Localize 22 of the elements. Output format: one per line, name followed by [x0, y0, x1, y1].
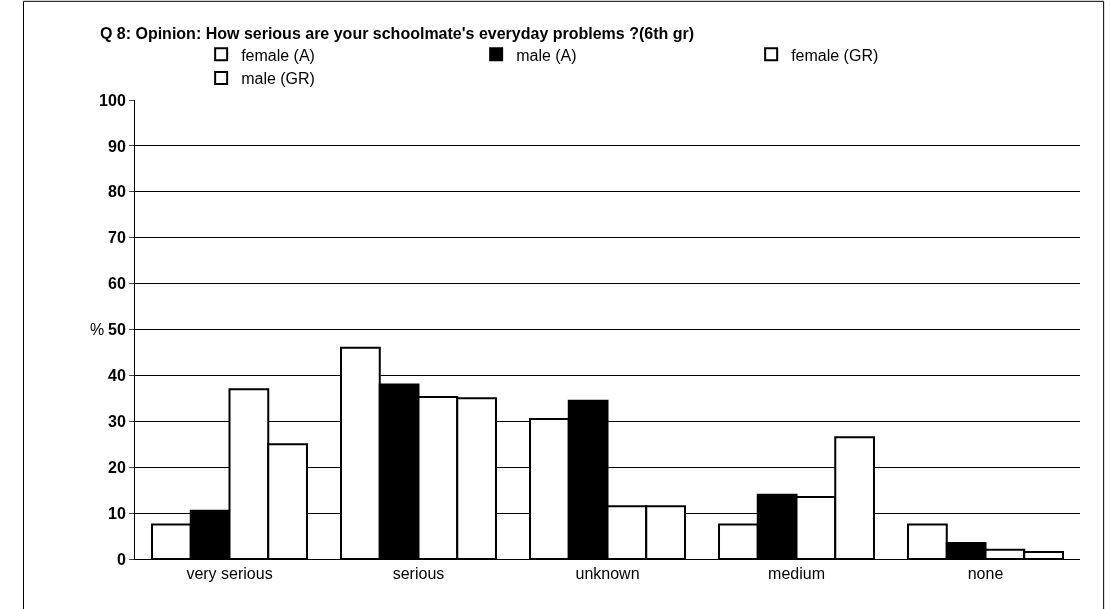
- x-tick-label: unknown: [575, 565, 640, 583]
- chart-title: Q 8: Opinion: How serious are your schoolmate's everyday problems ?(6th gr): [99, 24, 695, 42]
- legend-label: female (A): [241, 46, 315, 64]
- legend-label: male (A): [516, 46, 577, 64]
- y-tick-label: 70: [108, 229, 126, 247]
- x-tick-label: medium: [768, 565, 825, 583]
- y-tick-label: 30: [108, 412, 126, 430]
- y-tick-label: 0: [116, 550, 126, 568]
- y-tick-label: 60: [108, 275, 126, 293]
- y-axis-title: %: [90, 321, 105, 338]
- x-tick-label: serious: [392, 565, 445, 583]
- y-tick-label: 100: [99, 91, 126, 109]
- x-tick-label: very serious: [186, 565, 273, 583]
- y-tick-label: 50: [108, 321, 126, 339]
- x-tick-label: none: [967, 565, 1004, 583]
- legend-label: male (GR): [241, 70, 315, 88]
- legend-label: female (GR): [791, 46, 879, 64]
- y-tick-label: 10: [108, 504, 126, 522]
- y-tick-label: 40: [108, 367, 126, 384]
- y-tick-label: 80: [108, 183, 126, 201]
- y-tick-label: 90: [108, 137, 126, 155]
- y-tick-label: 20: [108, 458, 126, 476]
